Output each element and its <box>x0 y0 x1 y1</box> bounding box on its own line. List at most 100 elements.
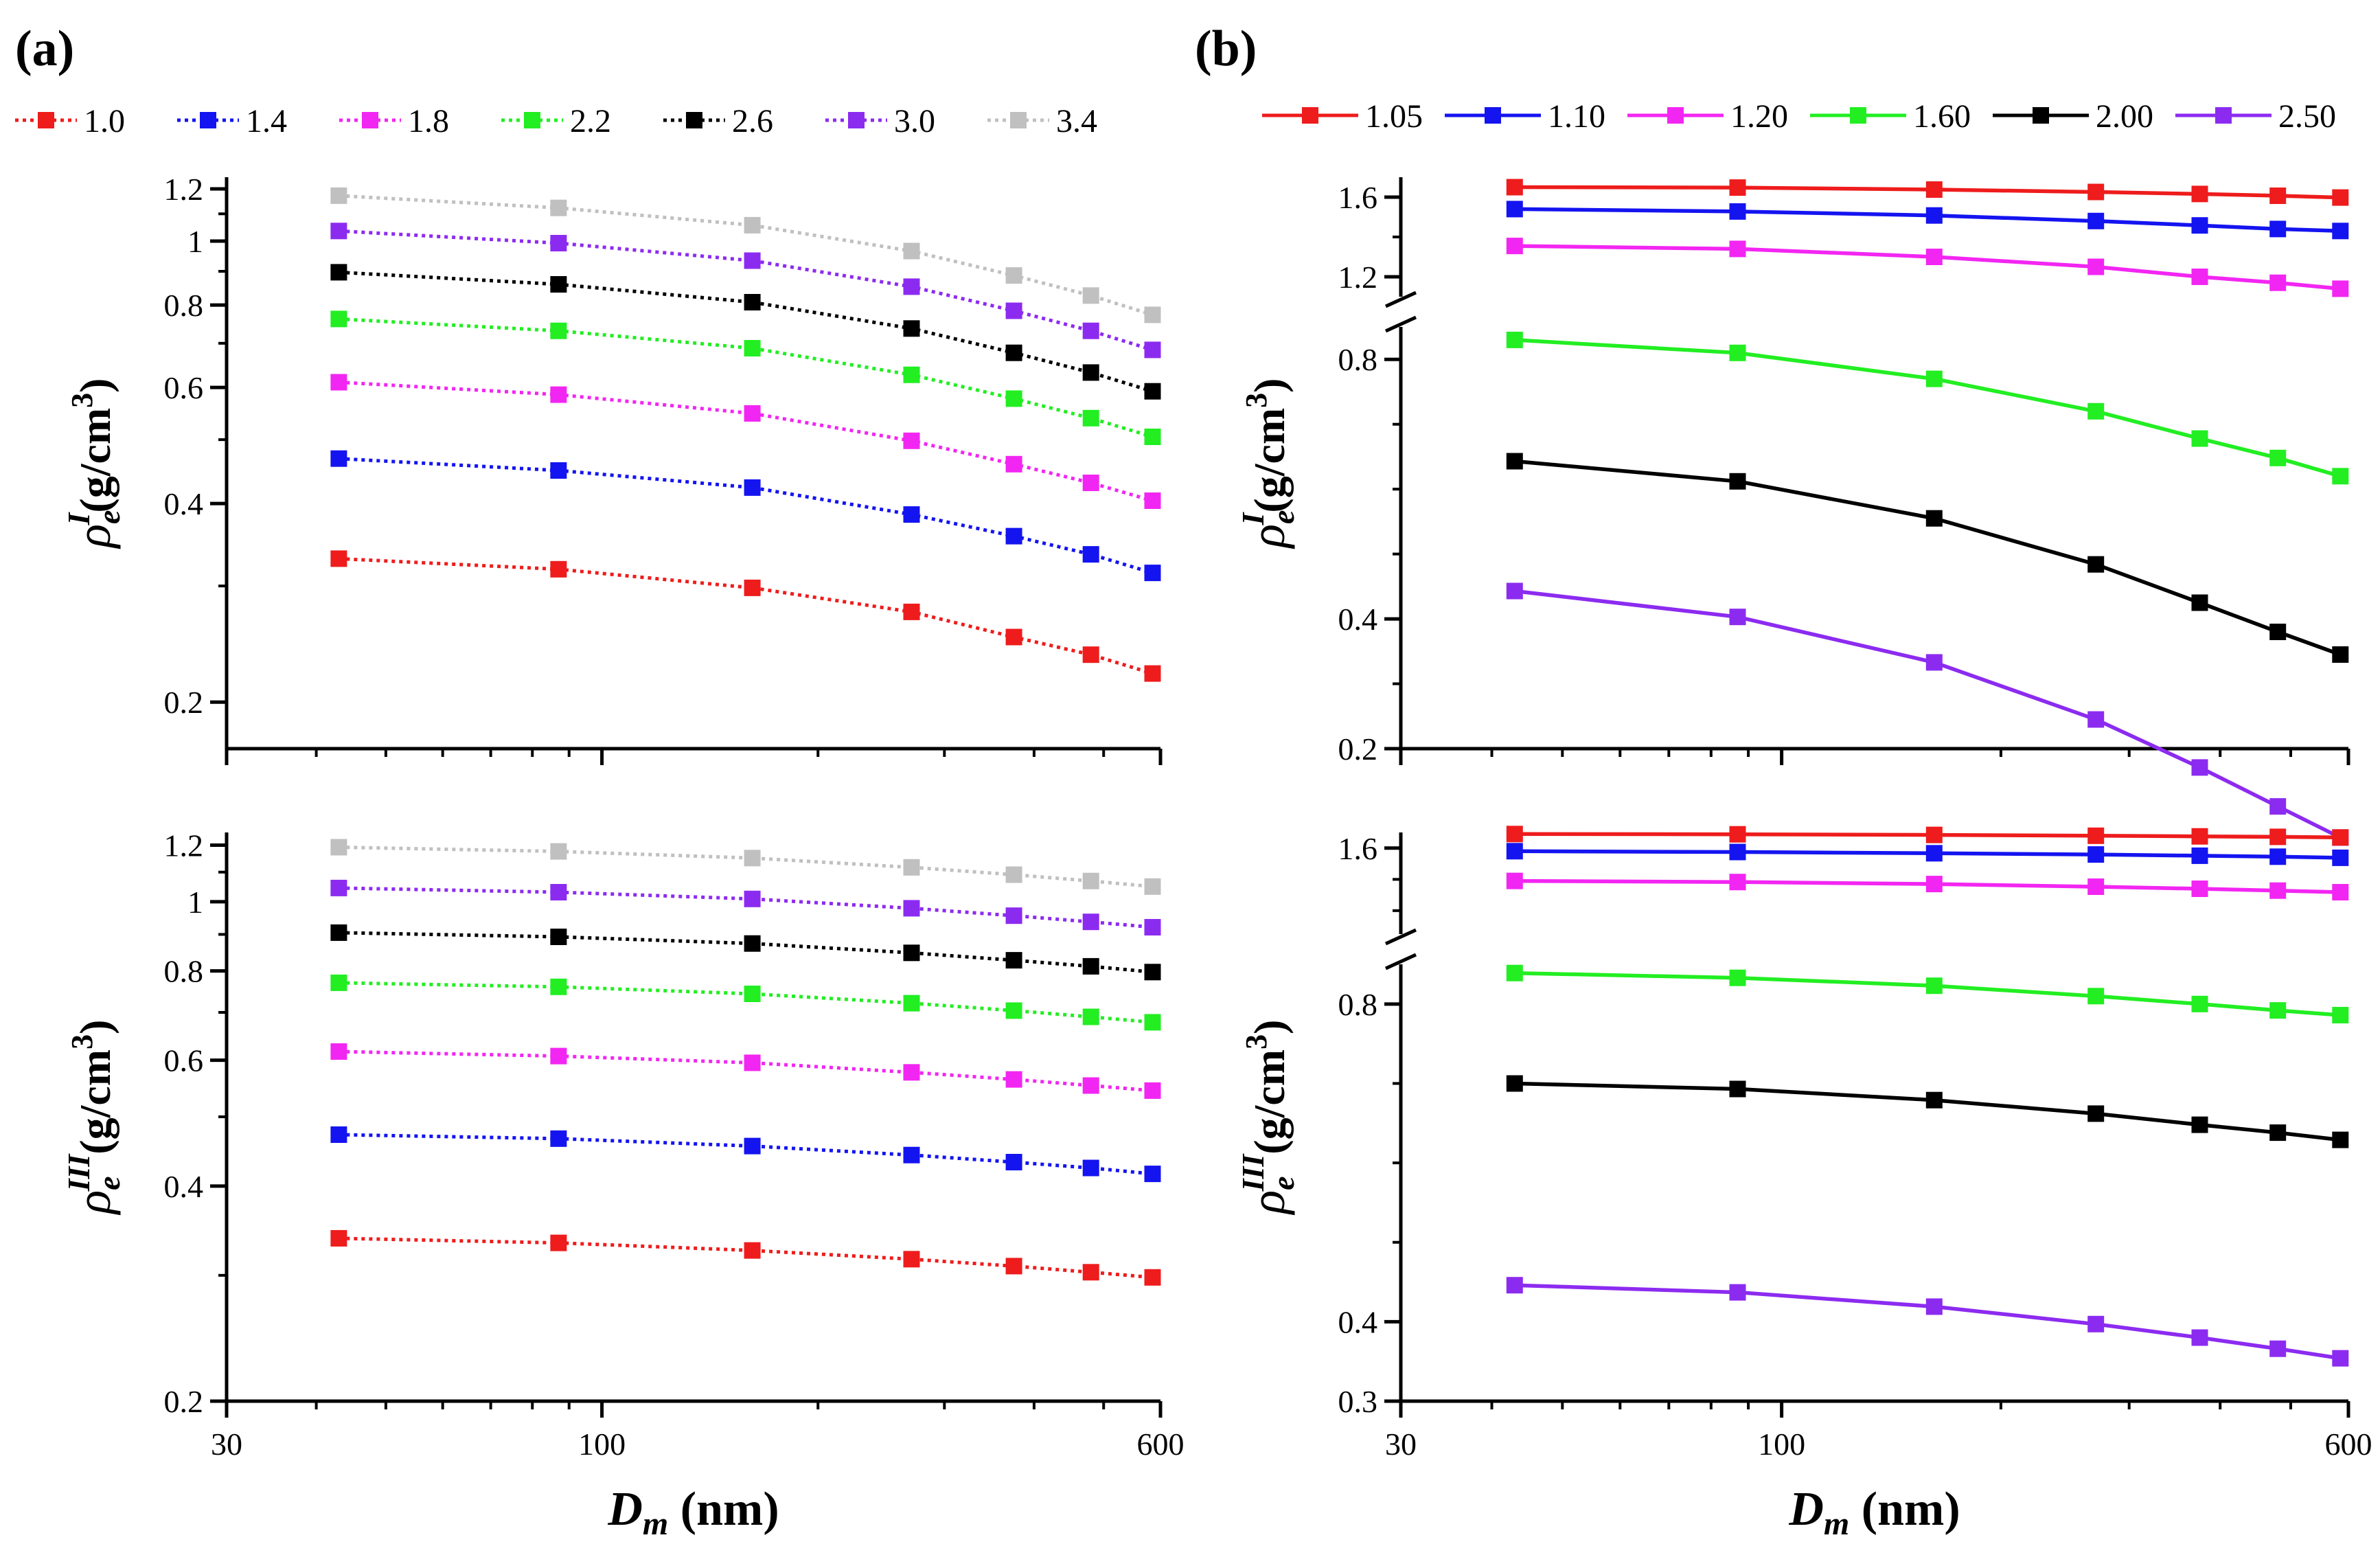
data-point <box>2087 878 2105 895</box>
data-point <box>1506 826 1523 843</box>
data-point <box>1082 287 1099 304</box>
data-point <box>550 1130 567 1147</box>
y-tick-label: 0.4 <box>1338 1304 1378 1339</box>
data-point <box>2087 183 2105 201</box>
data-point <box>2332 280 2349 297</box>
data-point <box>1729 344 1746 361</box>
y-label-close: ) <box>1245 378 1294 392</box>
data-point <box>2332 189 2349 206</box>
x-tick-label: 600 <box>1137 1427 1185 1462</box>
data-point <box>550 884 567 900</box>
data-point <box>550 386 567 403</box>
series-1.0 <box>330 550 1161 682</box>
y-tick-label: 0.8 <box>164 288 204 323</box>
series-1.8 <box>330 374 1161 509</box>
data-point <box>903 900 920 917</box>
data-point <box>1144 964 1161 981</box>
data-point <box>2191 995 2208 1012</box>
x-label-sub: m <box>643 1506 668 1542</box>
data-point <box>744 986 761 1002</box>
data-point <box>2269 624 2287 640</box>
data-point <box>2087 1315 2105 1332</box>
x-tick-label: 30 <box>211 1427 242 1462</box>
data-point <box>2191 759 2208 776</box>
y-label-close: ) <box>1245 1020 1294 1034</box>
data-point <box>1005 628 1022 646</box>
data-point <box>2087 988 2105 1005</box>
data-point <box>1506 201 1523 218</box>
legend-marker <box>200 112 216 128</box>
data-point <box>1005 1002 1022 1019</box>
data-point <box>1144 565 1161 582</box>
data-point <box>1082 957 1099 975</box>
data-point <box>1729 1284 1746 1301</box>
series-2.2 <box>330 974 1161 1031</box>
data-point <box>1144 383 1161 400</box>
data-point <box>744 850 761 867</box>
y-tick-label: 0.2 <box>164 1384 204 1419</box>
data-point <box>2332 1131 2349 1148</box>
y-label-sub: e <box>1266 1176 1301 1190</box>
data-point <box>330 974 347 991</box>
data-point <box>1005 952 1022 969</box>
data-point <box>550 1234 567 1251</box>
y-tick-label: 1.2 <box>1338 260 1378 295</box>
series-2.6 <box>330 924 1161 981</box>
data-point <box>903 506 920 523</box>
series-1.20 <box>1506 238 2349 297</box>
series-1.4 <box>330 1126 1161 1183</box>
data-point <box>330 310 347 328</box>
y-label-unit-sup: 3 <box>1239 1034 1273 1049</box>
data-point <box>2332 849 2349 866</box>
series-3.0 <box>330 879 1161 935</box>
data-point <box>550 276 567 293</box>
y-label-close: ) <box>71 378 119 392</box>
data-point <box>1925 510 1943 527</box>
series-2.2 <box>330 310 1161 445</box>
data-point <box>903 278 920 295</box>
data-point <box>1925 977 1943 995</box>
axis-break-mark-upper <box>1384 291 1417 308</box>
panel-a-label: (a) <box>15 21 74 77</box>
legend-marker <box>524 112 540 128</box>
data-point <box>2191 881 2208 897</box>
y-label-sub: e <box>1266 510 1301 524</box>
y-label-sup: I <box>1235 512 1270 526</box>
data-point <box>1005 302 1022 319</box>
data-point <box>1005 527 1022 545</box>
legend-b: 1.05 1.10 1.20 1.60 2.00 2.50 <box>1262 98 2336 135</box>
chart-a-bottom: 30 100 600 0.2 0.4 0.6 0.8 1 1.2 ρeIII(g/cm3) Dm (… <box>61 828 1185 1542</box>
data-point <box>1144 878 1161 895</box>
data-point <box>330 187 347 204</box>
legend-item-1.4: 1.4 <box>177 103 287 139</box>
x-label-sub: m <box>1824 1506 1849 1542</box>
y-tick-label: 1.6 <box>1338 831 1378 866</box>
axis-break-mark-lower <box>1384 953 1417 971</box>
legend-item-1.8: 1.8 <box>339 103 449 139</box>
series-1.05 <box>1506 826 2349 846</box>
data-point <box>2332 829 2349 846</box>
data-point <box>1925 826 1943 843</box>
data-point <box>330 1229 347 1247</box>
y-label-unit-sup: 3 <box>1239 393 1273 408</box>
data-point <box>1082 1159 1099 1177</box>
data-point <box>2269 1002 2287 1019</box>
series-1.10 <box>1506 201 2349 240</box>
data-point <box>1729 1080 1746 1098</box>
y-label-sup: III <box>61 1153 96 1192</box>
y-label-rho: ρ <box>1240 1190 1295 1216</box>
data-point <box>550 322 567 339</box>
legend-item-1.10: 1.10 <box>1445 98 1605 135</box>
data-point <box>903 1146 920 1164</box>
y-axis-label: ρeI(g/cm3) <box>1235 378 1301 549</box>
legend-item-2.00: 2.00 <box>1993 98 2153 135</box>
data-point <box>744 1054 761 1071</box>
data-point <box>1082 475 1099 491</box>
data-point <box>330 1126 347 1143</box>
data-point <box>1729 240 1746 258</box>
series-3.0 <box>330 223 1161 359</box>
series-2.50 <box>1506 1277 2349 1367</box>
legend-marker <box>2033 107 2049 124</box>
legend-marker <box>1667 107 1684 124</box>
